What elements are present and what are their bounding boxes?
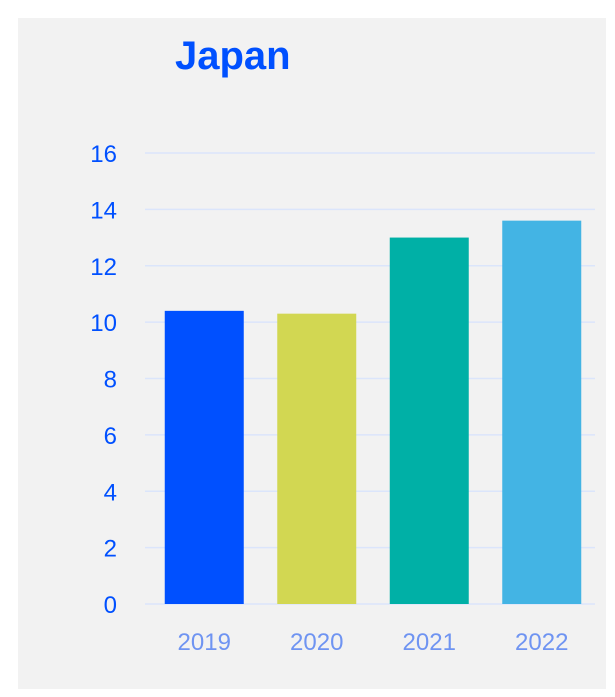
x-tick-label: 2021 [403,629,456,656]
x-axis-ticks: 2019 2020 2021 2022 [178,629,569,656]
x-tick-label: 2022 [515,629,568,656]
x-tick-label: 2019 [178,629,231,656]
chart-title: Japan [175,34,291,78]
x-tick-label: 2020 [290,629,343,656]
y-tick-label: 0 [104,592,117,619]
y-tick-label: 12 [90,254,117,281]
bars [164,220,582,604]
y-tick-label: 6 [104,423,117,450]
bar-2020 [277,313,357,604]
y-tick-label: 10 [90,310,117,337]
bar-2021 [389,237,469,604]
y-tick-label: 8 [104,367,117,394]
y-axis-ticks: 0 2 4 6 8 10 12 14 16 [90,141,117,619]
y-tick-label: 2 [104,536,117,563]
bar-2022 [502,220,582,604]
bar-2019 [164,310,244,604]
y-tick-label: 4 [104,479,117,506]
y-tick-label: 16 [90,141,117,168]
y-tick-label: 14 [90,197,117,224]
